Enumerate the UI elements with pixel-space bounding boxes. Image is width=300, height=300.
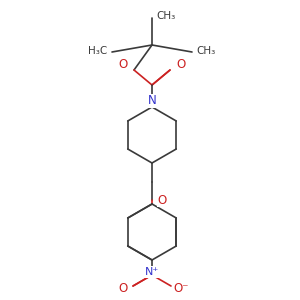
- Text: O: O: [118, 281, 127, 295]
- Text: O: O: [158, 194, 166, 206]
- Text: H₃C: H₃C: [88, 46, 108, 56]
- Text: N: N: [148, 94, 156, 107]
- Text: CH₃: CH₃: [156, 11, 176, 21]
- Text: CH₃: CH₃: [196, 46, 216, 56]
- Text: N⁺: N⁺: [145, 267, 159, 277]
- Text: O: O: [118, 58, 127, 71]
- Text: O: O: [176, 58, 186, 71]
- Text: O⁻: O⁻: [173, 281, 189, 295]
